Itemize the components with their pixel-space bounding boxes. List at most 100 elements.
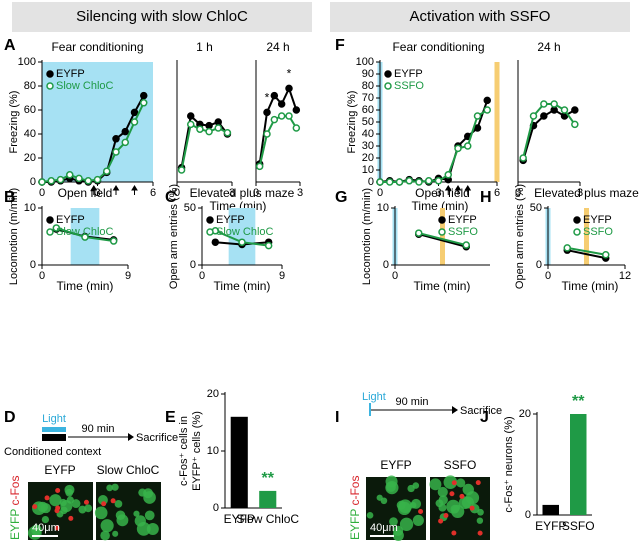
y-tick-label: 0 <box>536 259 542 271</box>
y-tick-label: 0 <box>525 509 531 521</box>
x-tick-label: EYFP <box>535 519 566 533</box>
legend-label: EYFP <box>216 214 245 226</box>
data-point <box>93 175 102 184</box>
data-point <box>376 178 384 186</box>
y-tick-label: 20 <box>362 152 374 164</box>
y-tick-label: 0 <box>30 259 36 271</box>
data-point <box>177 166 186 174</box>
cell <box>435 499 444 508</box>
data-point <box>187 112 195 120</box>
cfos-cell <box>443 513 449 519</box>
scale-label: 40μm <box>32 522 60 534</box>
stain-green: EYFP <box>348 509 362 540</box>
arrow-head <box>128 433 134 441</box>
data-point <box>103 167 111 175</box>
x-tick-label: 12 <box>619 270 631 282</box>
data-point <box>140 91 148 100</box>
cell <box>112 530 119 537</box>
data-point <box>602 250 610 259</box>
y-axis-label: c-Fos⁺ cells in <box>178 416 190 486</box>
data-point <box>56 175 65 184</box>
chart-title: 24 h <box>537 40 560 54</box>
cell <box>146 523 159 536</box>
cfos-cell <box>55 488 61 494</box>
panel-letter: G <box>335 189 347 206</box>
y-tick-label: 90 <box>362 68 374 80</box>
cfos-cell <box>449 491 455 497</box>
data-point <box>563 244 571 252</box>
data-point <box>550 106 558 114</box>
x-tick-label: 0 <box>39 270 45 282</box>
legend-label: EYFP <box>56 214 85 226</box>
y-tick-label: 20 <box>24 152 36 164</box>
data-point <box>121 138 129 147</box>
light-bar <box>42 427 66 432</box>
x-tick-label: 0 <box>199 270 205 282</box>
cfos-cell <box>55 505 61 511</box>
bar <box>259 490 277 508</box>
panel-letter: H <box>480 189 492 206</box>
stain-green: EYFP <box>8 509 22 540</box>
cell <box>111 483 119 491</box>
cfos-cell <box>475 480 481 486</box>
cell <box>41 515 50 524</box>
y-tick-label: 60 <box>24 104 36 116</box>
cell <box>409 501 417 509</box>
data-point <box>238 238 246 246</box>
x-tick-label: 3 <box>577 187 583 199</box>
x-tick-label: 0 <box>545 270 551 282</box>
cell <box>477 508 484 516</box>
series-line <box>567 246 606 256</box>
data-point <box>285 112 293 120</box>
data-point <box>395 178 404 186</box>
x-axis-label: Time (min) <box>414 279 471 293</box>
shock-arrow <box>454 185 462 195</box>
panel-letter: C <box>165 189 177 206</box>
panel-letter: B <box>4 189 16 206</box>
legend-label: EYFP <box>394 68 423 80</box>
y-axis-label: Locomotion (m/min) <box>8 188 20 285</box>
data-point <box>571 120 579 129</box>
cfos-cell <box>438 518 444 524</box>
cell <box>376 494 383 501</box>
panel-letter: D <box>4 409 16 426</box>
y-axis-label: c-Fos⁺ neurons (%) <box>503 416 515 512</box>
legend-label: Slow ChloC <box>56 226 114 238</box>
legend-label: SSFO <box>394 80 424 92</box>
y-axis-label: Open arm entries (%) <box>168 184 180 289</box>
data-point <box>75 174 83 183</box>
image-label: EYFP <box>44 463 75 477</box>
data-point <box>277 112 286 120</box>
bar <box>230 416 248 508</box>
y-tick-label: 70 <box>362 92 374 104</box>
cell <box>60 500 73 513</box>
y-tick-label: 100 <box>18 56 36 68</box>
data-point <box>81 233 89 241</box>
chart-title: Fear conditioning <box>51 40 143 54</box>
cell <box>134 515 146 527</box>
cfos-cell <box>469 505 475 511</box>
shock-arrow <box>131 185 138 195</box>
data-point <box>483 106 491 114</box>
legend-marker <box>206 228 214 236</box>
chart-title: Open field <box>415 186 470 200</box>
y-tick-label: 100 <box>356 56 374 68</box>
x-tick-label: Slow ChloC <box>236 512 299 526</box>
cell <box>476 517 484 524</box>
cell <box>458 496 472 510</box>
data-point <box>214 124 222 132</box>
panel-letter: J <box>480 409 489 426</box>
series-line <box>379 100 489 184</box>
cfos-cell <box>54 525 60 531</box>
cfos-cell <box>477 530 483 536</box>
cell <box>385 481 399 495</box>
legend-marker <box>438 216 446 224</box>
x-tick-label: 0 <box>515 187 521 199</box>
cfos-cell <box>83 499 89 505</box>
data-point <box>140 99 148 107</box>
legend-marker <box>206 216 214 224</box>
stain-label: EYFP c-Fos <box>348 476 362 540</box>
x-tick-label: 0 <box>377 187 383 199</box>
cfos-cell <box>451 480 457 486</box>
y-tick-label: 30 <box>362 140 374 152</box>
